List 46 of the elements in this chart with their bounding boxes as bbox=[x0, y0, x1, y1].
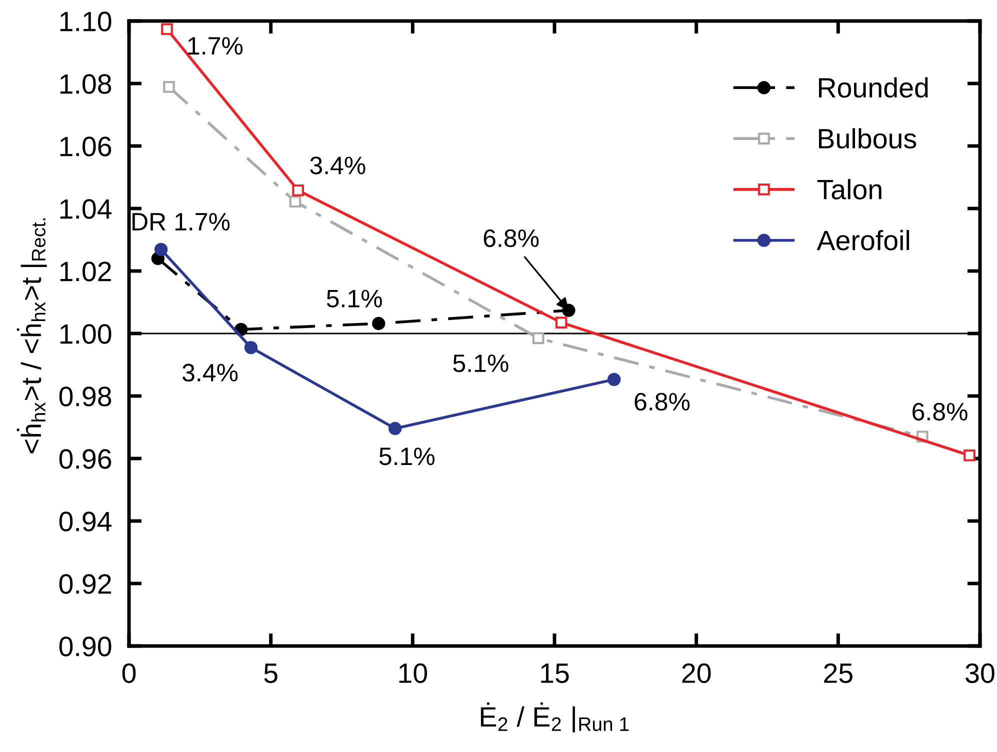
point bbox=[244, 340, 258, 354]
y-tick-label: 0.92 bbox=[59, 574, 111, 594]
annotation: 3.4% bbox=[310, 156, 366, 174]
annotation: 6.8% bbox=[484, 229, 539, 248]
annotation: 6.8% bbox=[634, 392, 690, 411]
annotation: DR 1.7% bbox=[132, 213, 230, 231]
annotation: 5.1% bbox=[379, 448, 435, 466]
point bbox=[292, 184, 304, 196]
y-tick-label: 0.96 bbox=[59, 449, 112, 469]
point bbox=[163, 81, 175, 93]
y-tick-label: 0.98 bbox=[59, 386, 112, 406]
y-tick-label: 1.06 bbox=[60, 136, 112, 156]
annotation: 1.7% bbox=[188, 37, 243, 55]
x-axis-title: Ė$_{2}$ / Ė$_{2}$ |$_{Run 1}$ bbox=[480, 702, 629, 732]
y-tick-label: 0.90 bbox=[59, 636, 112, 656]
legend-label: Bulbous bbox=[819, 128, 916, 149]
point bbox=[607, 372, 621, 386]
y-tick-label: 1.04 bbox=[60, 199, 112, 219]
y-tick-label: 1.00 bbox=[60, 324, 112, 344]
y-axis-title: <ḣ$_{hx}$>t / <ḣ$_{hx}$>t |$_{Rect.}$ bbox=[16, 218, 47, 454]
point bbox=[372, 316, 386, 330]
x-tick-label: 20 bbox=[682, 663, 711, 684]
legend-label: Rounded bbox=[819, 77, 928, 98]
annotation: 5.1% bbox=[453, 354, 508, 372]
x-tick-label: 15 bbox=[541, 664, 569, 684]
point bbox=[532, 332, 544, 344]
annotation: 6.8% bbox=[912, 402, 968, 421]
legend-label: Aerofoil bbox=[816, 230, 910, 250]
x-tick-label: 5 bbox=[264, 664, 278, 684]
point bbox=[154, 242, 168, 256]
x-tick-label: 25 bbox=[824, 663, 852, 684]
y-tick-label: 1.02 bbox=[60, 262, 111, 282]
point bbox=[555, 316, 568, 328]
point bbox=[161, 23, 173, 36]
y-tick-label: 1.08 bbox=[60, 74, 112, 94]
annotation: 5.1% bbox=[326, 290, 382, 308]
point bbox=[289, 196, 302, 208]
x-tick-label: 30 bbox=[966, 663, 994, 684]
x-tick-label: 10 bbox=[399, 663, 428, 684]
y-tick-label: 0.94 bbox=[59, 512, 112, 532]
point bbox=[388, 422, 402, 436]
x-tick-label: 0 bbox=[122, 663, 136, 684]
y-tick-label: 1.10 bbox=[60, 12, 112, 32]
point bbox=[964, 449, 976, 462]
annotation: 3.4% bbox=[182, 364, 238, 382]
legend-label: Talon bbox=[817, 179, 882, 200]
